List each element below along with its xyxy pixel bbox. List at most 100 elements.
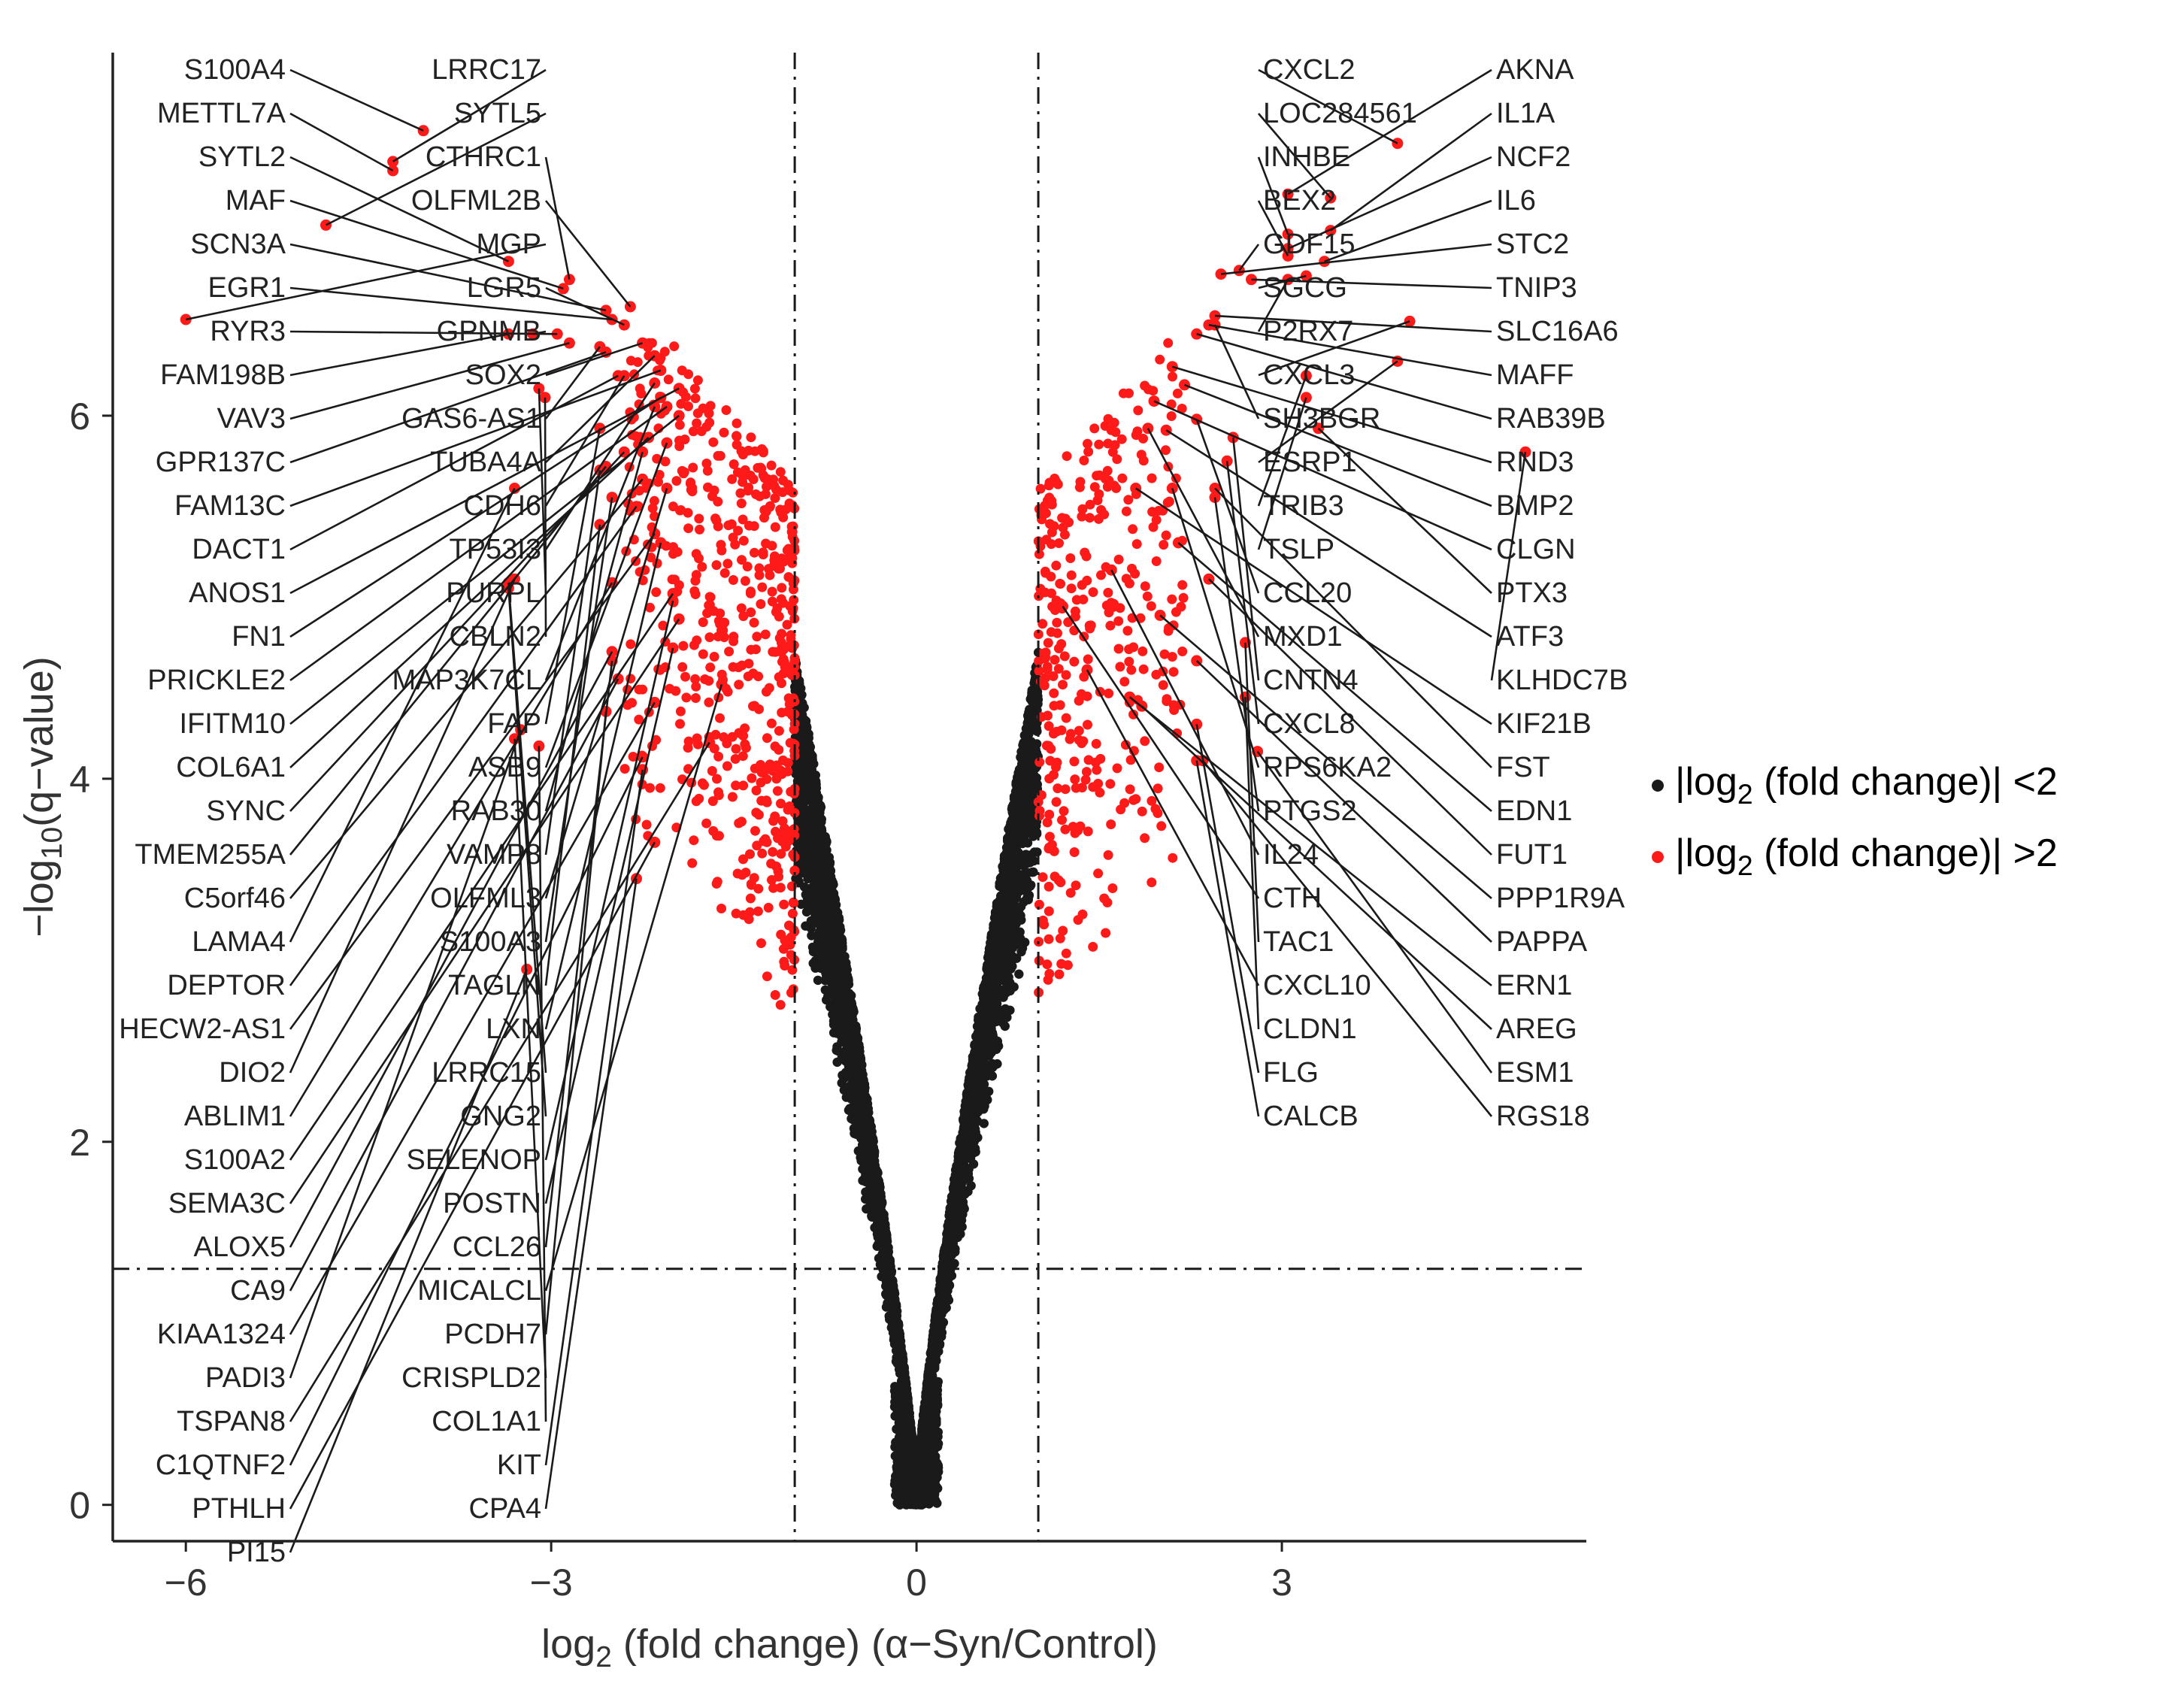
point-not-significant (1022, 892, 1032, 902)
point-not-significant (828, 878, 838, 888)
point-significant (767, 586, 777, 597)
point-not-significant (892, 1389, 902, 1399)
point-not-significant (906, 1470, 916, 1481)
point-significant (740, 576, 750, 586)
point-not-significant (948, 1184, 959, 1194)
point-not-significant (1008, 862, 1019, 871)
point-not-significant (1016, 801, 1025, 811)
point-not-significant (932, 1458, 942, 1468)
points-layer (180, 125, 1531, 1510)
point-significant (716, 904, 726, 913)
point-significant (748, 474, 759, 484)
point-not-significant (851, 1026, 861, 1036)
point-not-significant (946, 1205, 956, 1215)
point-not-significant (901, 1453, 912, 1464)
point-not-significant (798, 828, 807, 838)
point-significant (731, 744, 741, 754)
point-not-significant (806, 916, 816, 926)
point-not-significant (933, 1295, 943, 1306)
point-significant (789, 898, 799, 908)
point-not-significant (799, 731, 809, 741)
point-significant (651, 587, 662, 598)
point-significant (1154, 762, 1165, 773)
point-not-significant (828, 916, 838, 926)
point-significant (1091, 738, 1101, 749)
point-not-significant (826, 972, 836, 983)
point-not-significant (822, 854, 832, 864)
point-significant (766, 460, 777, 471)
point-not-significant (795, 765, 804, 775)
point-not-significant (996, 891, 1006, 901)
point-not-significant (998, 1007, 1007, 1018)
point-not-significant (957, 1168, 967, 1177)
point-not-significant (941, 1246, 951, 1256)
point-not-significant (1015, 927, 1025, 937)
point-not-significant (852, 1065, 862, 1075)
point-not-significant (1020, 937, 1030, 947)
point-not-significant (932, 1473, 942, 1483)
point-not-significant (880, 1234, 890, 1243)
point-not-significant (966, 1149, 977, 1159)
point-not-significant (924, 1447, 934, 1457)
point-not-significant (903, 1493, 913, 1504)
point-not-significant (804, 768, 814, 778)
point-not-significant (892, 1424, 901, 1434)
point-not-significant (927, 1488, 937, 1498)
point-significant (1178, 592, 1189, 603)
point-not-significant (888, 1325, 898, 1335)
point-not-significant (968, 1102, 977, 1113)
point-not-significant (996, 991, 1006, 1001)
point-not-significant (1031, 723, 1041, 733)
point-not-significant (866, 1201, 876, 1211)
point-not-significant (988, 961, 998, 971)
point-not-significant (979, 1011, 989, 1022)
point-not-significant (800, 840, 810, 850)
point-not-significant (834, 931, 844, 940)
point-not-significant (947, 1271, 957, 1281)
point-not-significant (1002, 850, 1012, 861)
point-not-significant (882, 1249, 892, 1260)
point-not-significant (806, 893, 816, 903)
point-not-significant (916, 1477, 926, 1487)
point-significant (1131, 539, 1142, 550)
point-not-significant (850, 1036, 861, 1046)
point-not-significant (838, 1029, 847, 1039)
point-not-significant (862, 1159, 873, 1170)
point-not-significant (892, 1358, 902, 1368)
point-not-significant (1000, 1021, 1010, 1031)
point-significant (1115, 662, 1125, 672)
point-not-significant (1007, 869, 1017, 880)
point-not-significant (805, 786, 815, 796)
point-not-significant (1025, 881, 1035, 891)
point-not-significant (851, 1129, 862, 1139)
point-significant (663, 374, 674, 385)
point-not-significant (962, 1123, 971, 1134)
point-not-significant (958, 1197, 968, 1207)
point-not-significant (869, 1146, 879, 1155)
point-not-significant (1002, 965, 1012, 975)
point-not-significant (926, 1348, 936, 1358)
point-not-significant (927, 1437, 937, 1447)
point-not-significant (1028, 695, 1038, 706)
point-not-significant (989, 920, 998, 930)
point-not-significant (840, 962, 850, 972)
point-not-significant (912, 1498, 922, 1507)
point-not-significant (1025, 708, 1034, 719)
point-not-significant (894, 1406, 904, 1416)
point-not-significant (936, 1272, 947, 1282)
point-not-significant (1028, 867, 1038, 877)
point-not-significant (1021, 724, 1031, 734)
point-not-significant (860, 1101, 870, 1111)
point-significant (629, 369, 640, 380)
point-significant (777, 583, 787, 593)
point-not-significant (1024, 824, 1034, 834)
point-significant (1054, 969, 1065, 980)
point-not-significant (837, 980, 847, 990)
point-not-significant (931, 1386, 942, 1397)
point-not-significant (822, 837, 831, 847)
point-significant (1168, 371, 1177, 382)
point-not-significant (949, 1194, 959, 1204)
point-not-significant (812, 837, 822, 847)
point-not-significant (1014, 780, 1025, 789)
